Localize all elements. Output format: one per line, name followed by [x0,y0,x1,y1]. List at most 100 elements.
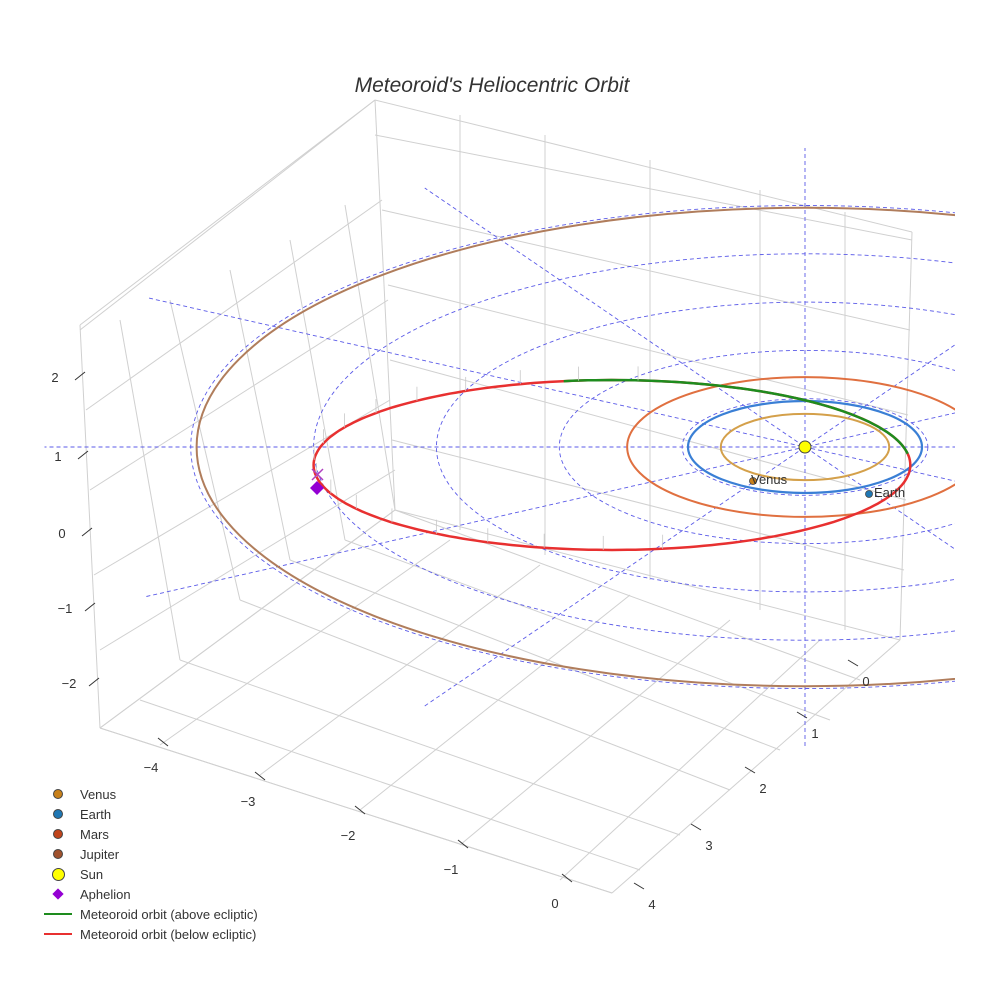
orbit-layer [195,206,955,688]
grid-line-18 [99,469,396,651]
grid-line-23 [391,439,905,571]
y-tick-3: 3 [705,838,712,853]
grid-line-31 [259,564,541,776]
grid-line-33 [459,619,731,846]
grid-line-20 [381,209,911,331]
z-tick-mark-3 [84,602,96,612]
z-tick-0: 2 [51,370,58,385]
grid-line-14 [79,99,376,331]
x-tick-mark-1 [254,771,266,781]
orbit-venus [719,412,891,482]
grid-line-30 [159,539,451,746]
y-tick-mark-2 [744,766,756,774]
legend-label-0: Venus [80,786,117,802]
y-tick-1: 1 [811,726,818,741]
grid-line-5 [394,509,901,641]
grid-line-15 [85,199,383,411]
grid-line-19 [374,134,913,241]
grid-line-34 [559,639,821,881]
x-tick-1: −3 [241,794,256,809]
grid-line-13 [344,204,396,511]
grid-line-12 [289,239,346,541]
legend-symbol-7 [36,924,80,944]
tick-layer: −4 −3 −2 −1 0 0 1 2 3 4 2 1 0 −1 −2 [51,370,869,912]
legend-item-4[interactable]: Sun [36,864,258,884]
grid-line-16 [89,299,389,491]
y-tick-2: 2 [759,781,766,796]
x-tick-4: 0 [551,896,558,911]
legend-item-7[interactable]: Meteoroid orbit (below ecliptic) [36,924,258,944]
grid-line-35 [99,727,613,894]
grid-line-21 [387,284,909,416]
legend-item-3[interactable]: Jupiter [36,844,258,864]
grid-line-4 [374,99,913,233]
y-tick-4: 4 [648,897,655,912]
chart-title: Meteoroid's Heliocentric Orbit [354,74,630,97]
x-tick-3: −1 [444,862,459,877]
legend-label-6: Meteoroid orbit (above ecliptic) [80,906,258,922]
z-tick-mark-4 [88,677,100,687]
z-tick-1: 1 [54,449,61,464]
orbit-jupiter [195,206,955,688]
venus-marker [749,477,757,485]
z-tick-mark-1 [77,450,89,460]
legend-label-3: Jupiter [80,846,120,862]
legend-symbol-4 [36,864,80,884]
annotation-venus: Venus [751,472,788,487]
legend-label-4: Sun [80,866,104,882]
grid-line-38 [239,599,731,791]
z-tick-2: 0 [58,526,65,541]
x-tick-mark-3 [457,839,469,849]
sun-marker [798,440,812,454]
legend: Venus Earth Mars Jupiter Sun Aphelion Meteoroi… [36,784,258,944]
grid-line-10 [169,299,241,601]
legend-item-2[interactable]: Mars [36,824,258,844]
legend-symbol-3 [36,844,80,864]
grid-line-36 [139,699,641,871]
legend-symbol-0 [36,784,80,804]
x-tick-mark-2 [354,805,366,815]
grid-line-6 [899,231,913,641]
aphelion-marker [310,481,324,495]
legend-label-7: Meteoroid orbit (below ecliptic) [80,926,257,942]
legend-item-0[interactable]: Venus [36,784,258,804]
earth-marker [865,490,873,498]
legend-label-1: Earth [80,806,112,822]
legend-item-6[interactable]: Meteoroid orbit (above ecliptic) [36,904,258,924]
y-tick-mark-1 [796,711,808,719]
grid-line-40 [344,539,831,721]
aphelion-projection-marker [311,468,324,481]
y-tick-0: 0 [862,674,869,689]
annotation-earth: Earth [874,485,905,500]
grid-line-29 [99,509,396,729]
legend-item-1[interactable]: Earth [36,804,258,824]
legend-symbol-6 [36,904,80,924]
legend-symbol-5 [36,884,80,904]
grid-line-22 [389,359,907,501]
grid-line-39 [289,559,781,751]
grid-line-11 [229,269,291,561]
z-tick-mark-2 [81,527,93,537]
grid-line-32 [359,594,631,811]
z-tick-mark-0 [74,371,86,381]
y-tick-mark-0 [847,659,859,667]
legend-symbol-2 [36,824,80,844]
grid-line-0 [79,99,376,326]
legend-item-5[interactable]: Aphelion [36,884,258,904]
x-tick-0: −4 [144,760,159,775]
x-tick-mark-0 [157,737,169,747]
grid-line-37 [179,659,681,836]
x-tick-mark-4 [561,873,573,883]
grid-line-8 [611,639,901,894]
y-tick-mark-4 [633,882,645,890]
meteoroid-orbit-above [563,378,909,455]
legend-label-2: Mars [80,826,109,842]
grid-line-41 [394,509,861,681]
grid-layer [79,99,913,894]
z-tick-3: −1 [58,601,73,616]
orbit-mars [626,376,955,518]
x-tick-2: −2 [341,828,356,843]
ecliptic-ring-2 [558,349,955,545]
ecliptic-spoke-2 [424,187,955,550]
